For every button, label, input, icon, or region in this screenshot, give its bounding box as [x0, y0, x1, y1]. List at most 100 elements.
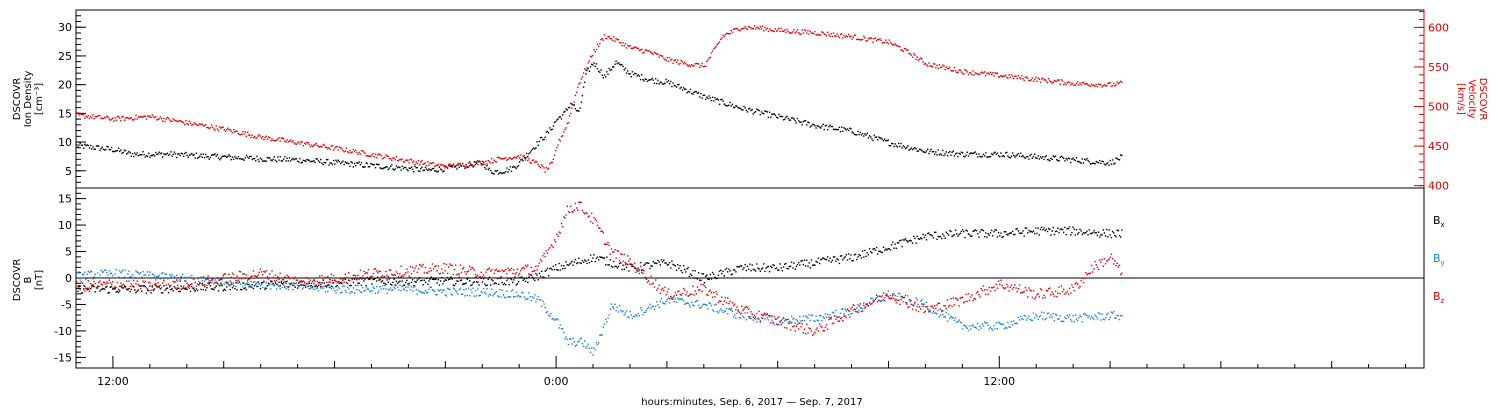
by-series-point [1094, 314, 1096, 316]
bx-series-point [637, 267, 639, 269]
bx-series-point [270, 281, 272, 283]
bz-series-point [578, 201, 580, 204]
bz-series-point [77, 285, 79, 287]
velocity-series-point [445, 166, 448, 168]
bx-series-point [482, 277, 485, 280]
bx-series-point [133, 286, 135, 288]
density-series-point [399, 166, 401, 169]
by-series-point [198, 280, 200, 283]
bx-series-point [992, 235, 994, 237]
by-series-point [663, 302, 665, 305]
bx-series-point [974, 229, 977, 231]
bx-series-point [545, 269, 548, 271]
velocity-series-point [804, 29, 807, 32]
density-series-point [244, 157, 246, 159]
bx-series-point [997, 231, 1000, 234]
by-series-point [986, 322, 988, 324]
bz-series-point [822, 329, 824, 332]
density-series-point [534, 148, 536, 150]
density-series-point [133, 155, 135, 158]
bx-series-point [881, 251, 884, 254]
velocity-series-point [1015, 75, 1017, 77]
velocity-series-point [993, 75, 995, 77]
density-series-point [793, 118, 795, 120]
velocity-series-point [243, 133, 245, 135]
by-series-point [759, 321, 761, 323]
bx-series-point [142, 285, 144, 287]
density-series-point [824, 125, 827, 127]
bz-series-point [750, 311, 752, 313]
by-series-point [335, 292, 337, 294]
density-series-point [227, 155, 229, 158]
by-series-point [260, 283, 263, 285]
bx-series-point [410, 281, 413, 283]
by-series-point [301, 288, 303, 290]
bz-series-point [500, 276, 502, 278]
top-left-ylabel: DSCOVR Ion Density [cm⁻³] [12, 71, 45, 128]
bz-series-point [958, 305, 960, 307]
density-series-point [942, 149, 944, 152]
bx-series-point [566, 264, 568, 266]
by-series-point [560, 328, 563, 330]
by-series-point [267, 284, 270, 286]
by-series-point [761, 314, 764, 316]
by-series-point [210, 282, 213, 284]
density-series-point [273, 156, 275, 158]
density-series-point [166, 152, 169, 154]
density-series-point [481, 163, 484, 166]
density-series-point [352, 166, 355, 168]
density-series-point [90, 144, 92, 147]
velocity-series-point [763, 30, 765, 32]
by-series-point [701, 305, 703, 307]
density-series-point [251, 158, 253, 161]
bx-series-point [906, 240, 908, 242]
bx-series-point [324, 285, 327, 287]
density-series-point [508, 168, 510, 171]
bz-series-point [445, 263, 448, 266]
density-series-point [671, 85, 673, 88]
by-series-point [808, 314, 810, 316]
bz-series-point [803, 328, 806, 330]
bx-series-point [623, 268, 625, 270]
bx-series-point [459, 279, 462, 282]
bz-series-point [861, 310, 864, 312]
density-series-point [631, 71, 634, 73]
bx-series-point [646, 262, 649, 264]
by-series-point [131, 274, 134, 276]
velocity-series-point [591, 56, 593, 58]
density-series-point [778, 113, 780, 116]
velocity-series-point [544, 171, 546, 173]
velocity-series-point [771, 30, 773, 32]
bx-series-point [667, 263, 670, 266]
density-series-point [665, 78, 667, 81]
by-series-point [925, 301, 928, 304]
by-series-point [643, 311, 645, 314]
velocity-series-point [214, 129, 216, 131]
by-series-point [152, 274, 155, 276]
velocity-series-point [475, 161, 478, 163]
bx-series-point [153, 288, 156, 290]
density-series-point [646, 80, 649, 82]
bx-series-point [843, 257, 845, 259]
bx-series-point [362, 277, 364, 280]
velocity-series-point [917, 59, 920, 61]
bz-series-point [439, 272, 442, 275]
by-series-point [1065, 317, 1067, 320]
bz-series-point [128, 280, 130, 282]
by-series-point [1101, 313, 1103, 315]
velocity-series-point [285, 141, 287, 143]
by-series-point [246, 281, 249, 283]
velocity-series-point [924, 62, 927, 65]
bx-series-point [543, 276, 545, 279]
density-series-point [987, 156, 989, 158]
density-series-point [128, 150, 130, 153]
by-series-point [505, 297, 507, 299]
by-series-point [245, 282, 248, 285]
density-series-point [209, 156, 212, 159]
velocity-series-point [294, 143, 296, 145]
bz-series-point [1057, 292, 1059, 294]
bx-series-point [293, 282, 295, 284]
bx-series-point [452, 284, 455, 286]
by-series-point [372, 286, 374, 288]
density-series-point [927, 148, 929, 150]
